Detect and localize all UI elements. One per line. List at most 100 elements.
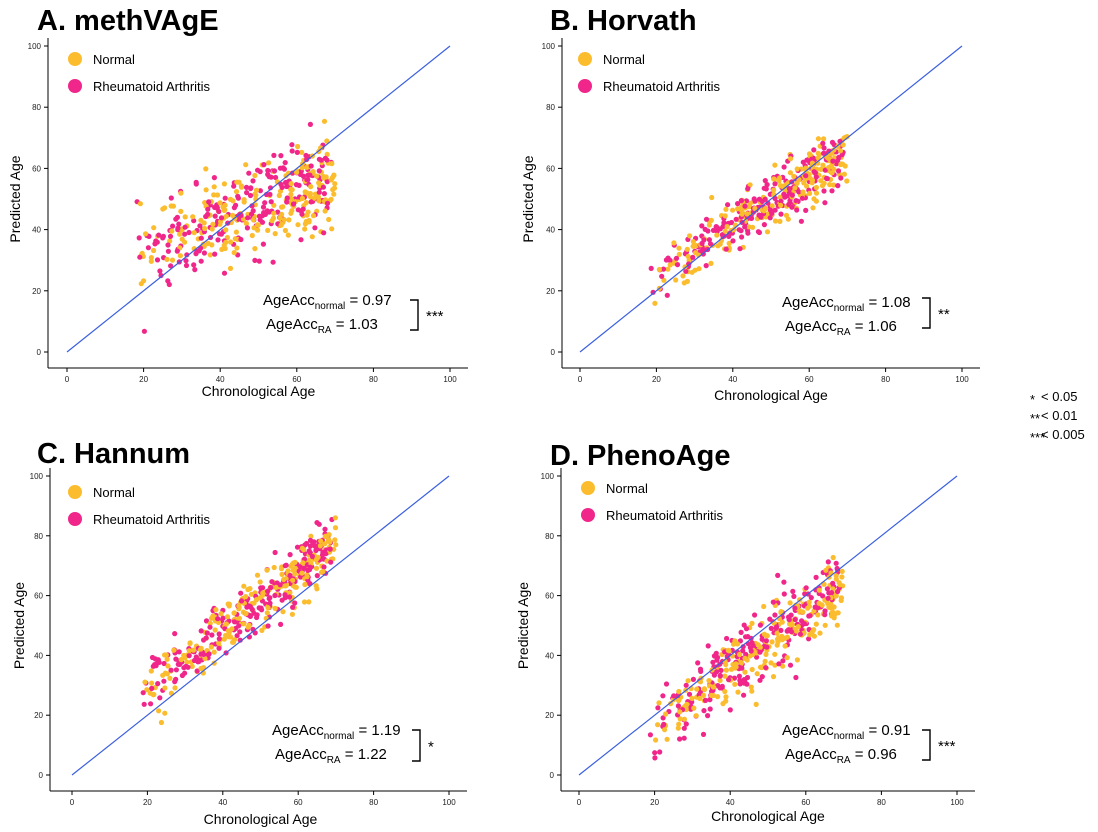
- scatter-point: [238, 590, 244, 596]
- scatter-point: [768, 660, 774, 666]
- scatter-point: [324, 179, 330, 185]
- scatter-point: [308, 199, 314, 205]
- scatter-point: [318, 145, 324, 151]
- scatter-point: [190, 647, 197, 653]
- scatter-point: [265, 623, 271, 629]
- scatter-point: [187, 640, 193, 647]
- scatter-point: [197, 223, 203, 229]
- scatter-point: [198, 235, 204, 241]
- scatter-point: [314, 173, 320, 179]
- scatter-point: [820, 162, 826, 168]
- y-tick-label: 60: [32, 164, 41, 173]
- scatter-point: [792, 605, 798, 611]
- scatter-point: [741, 692, 747, 698]
- scatter-point: [825, 595, 831, 601]
- scatter-point: [771, 187, 777, 193]
- scatter-point: [225, 628, 231, 634]
- significance-stars: ***: [426, 308, 444, 325]
- scatter-point: [151, 247, 157, 254]
- scatter-point: [327, 546, 333, 552]
- scatter-point: [755, 229, 762, 235]
- x-tick-label: 40: [218, 798, 227, 807]
- scatter-point: [176, 221, 182, 227]
- ageacc-ra-label: AgeAccRA = 1.03: [266, 316, 378, 336]
- scatter-point: [250, 217, 256, 223]
- scatter-point: [822, 622, 828, 628]
- scatter-point: [295, 222, 301, 228]
- scatter-point: [770, 674, 777, 680]
- scatter-point: [749, 620, 755, 627]
- scatter-point: [221, 181, 227, 187]
- scatter-point: [660, 715, 666, 721]
- scatter-point: [244, 604, 250, 610]
- scatter-point: [272, 592, 278, 599]
- scatter-point: [698, 668, 704, 675]
- y-tick-label: 0: [550, 771, 555, 780]
- scatter-point: [194, 668, 200, 674]
- scatter-point: [289, 142, 295, 148]
- y-tick-label: 100: [542, 42, 556, 51]
- scatter-point: [184, 252, 190, 258]
- scatter-point: [230, 639, 236, 645]
- scatter-point: [777, 183, 784, 189]
- scatter-point: [767, 215, 773, 221]
- x-axis-label: Chronological Age: [202, 383, 316, 399]
- scatter-point: [245, 215, 251, 221]
- scatter-point: [659, 273, 665, 279]
- ageacc-normal-label: AgeAccnormal = 1.19: [272, 722, 401, 742]
- scatter-point: [234, 633, 240, 639]
- scatter-point: [772, 662, 778, 668]
- scatter-point: [700, 731, 707, 738]
- scatter-point: [143, 231, 149, 237]
- scatter-point: [252, 191, 258, 197]
- scatter-point: [777, 194, 783, 200]
- scatter-point: [664, 292, 670, 298]
- chart-panel-4: D. PhenoAge 0 0 20 20 40 40 60 60 80 80 100 100 Chron…: [515, 440, 975, 824]
- scatter-point: [295, 143, 301, 150]
- scatter-point: [763, 665, 769, 671]
- scatter-point: [324, 200, 331, 206]
- scatter-point: [742, 224, 748, 230]
- scatter-point: [310, 169, 316, 175]
- scatter-point: [302, 221, 308, 227]
- scatter-point: [762, 178, 768, 184]
- scatter-point: [731, 665, 737, 671]
- y-tick-label: 40: [545, 651, 554, 660]
- scatter-point: [692, 267, 698, 273]
- x-tick-label: 20: [652, 375, 661, 384]
- scatter-point: [178, 657, 184, 663]
- y-tick-label: 80: [32, 103, 41, 112]
- scatter-point: [787, 170, 794, 176]
- y-tick-label: 80: [545, 532, 554, 541]
- scatter-point: [257, 595, 263, 601]
- scatter-point: [203, 187, 209, 193]
- significance-stars-key: *: [1030, 392, 1035, 407]
- scatter-point: [192, 267, 198, 273]
- scatter-point: [212, 251, 218, 257]
- legend-label-ra: Rheumatoid Arthritis: [93, 512, 211, 527]
- scatter-point: [652, 755, 658, 761]
- scatter-point: [732, 681, 738, 687]
- scatter-point: [825, 559, 831, 565]
- scatter-point: [813, 574, 819, 581]
- scatter-point: [778, 202, 784, 208]
- scatter-point: [749, 688, 755, 694]
- scatter-point: [764, 644, 770, 650]
- scatter-point: [844, 134, 850, 140]
- scatter-point: [839, 568, 845, 575]
- scatter-point: [792, 616, 798, 623]
- scatter-point: [304, 574, 310, 580]
- scatter-point: [828, 590, 835, 596]
- y-tick-label: 40: [34, 651, 43, 660]
- scatter-point: [662, 727, 668, 733]
- scatter-point: [726, 677, 732, 683]
- scatter-point: [321, 230, 327, 236]
- scatter-point: [711, 653, 718, 659]
- scatter-point: [784, 655, 790, 661]
- scatter-point: [764, 182, 770, 188]
- scatter-point: [748, 215, 755, 221]
- scatter-point: [763, 633, 769, 639]
- scatter-point: [167, 233, 174, 239]
- scatter-point: [236, 615, 242, 621]
- scatter-point: [207, 252, 213, 258]
